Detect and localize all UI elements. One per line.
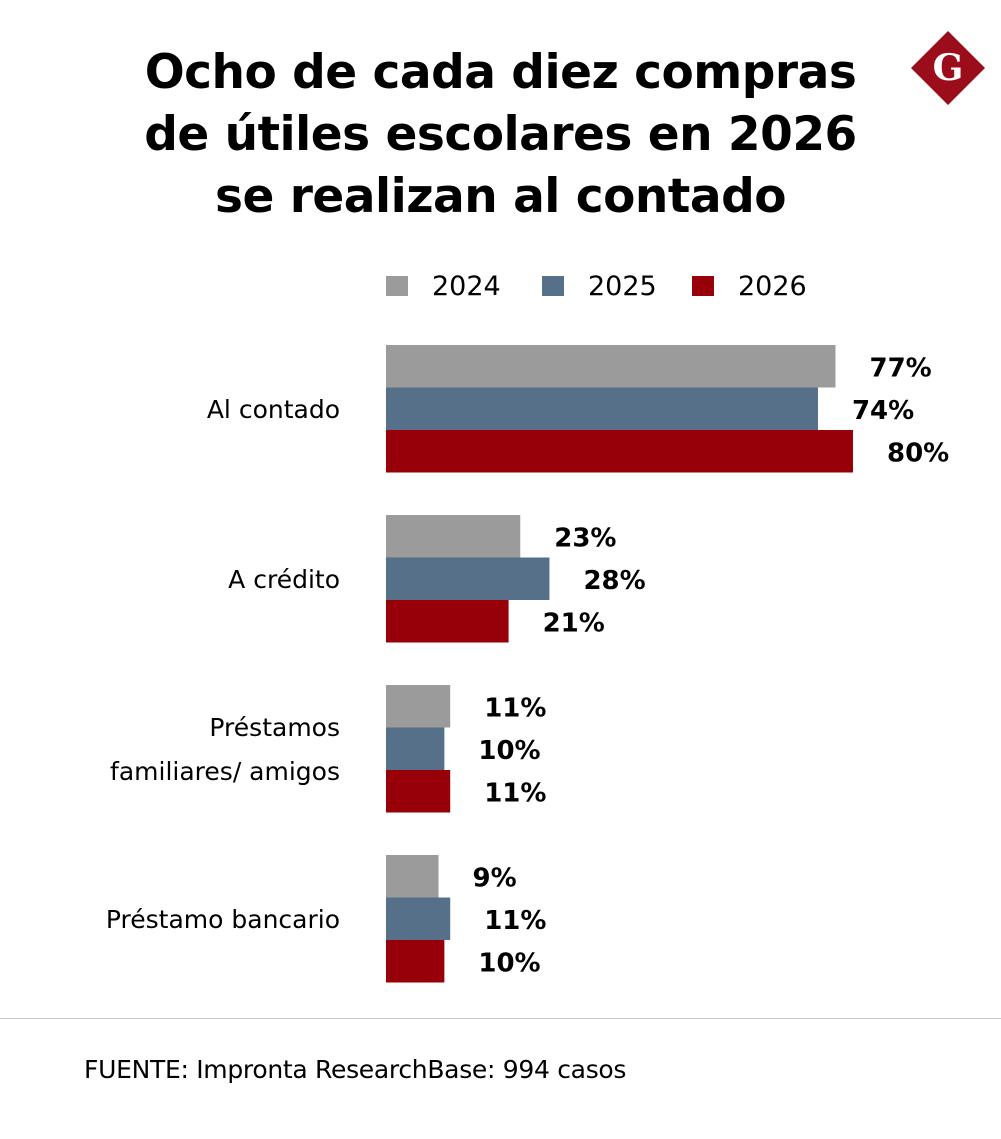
- data-label: 23%: [554, 523, 616, 553]
- title-line-1: Ocho de cada diez compras: [144, 45, 857, 100]
- legend-item-2026: 2026: [692, 268, 807, 304]
- data-label: 74%: [852, 396, 914, 426]
- bar-2024-a-credito: [386, 515, 521, 558]
- category-label: familiares/ amigos: [110, 757, 340, 786]
- bar-2026-a-credito: [386, 600, 509, 643]
- chart-title: Ocho de cada diez compras de útiles esco…: [0, 42, 1001, 228]
- legend-label-2024: 2024: [432, 270, 501, 302]
- legend-item-2024: 2024: [386, 268, 501, 304]
- legend-label-2025: 2025: [588, 270, 657, 302]
- data-label: 80%: [887, 438, 949, 468]
- logo-diamond-shape: [911, 31, 985, 105]
- data-label: 77%: [869, 353, 931, 383]
- bar-group-al-contado: Al contado 77% 74% 80%: [207, 345, 949, 473]
- logo-letter: G: [933, 47, 964, 89]
- data-label: 21%: [543, 608, 605, 638]
- data-label: 10%: [478, 948, 540, 978]
- title-line-3: se realizan al contado: [214, 169, 787, 224]
- bar-2024-prestamo-bancario: [386, 855, 439, 898]
- data-label: 11%: [484, 906, 546, 936]
- category-label: Al contado: [207, 395, 340, 424]
- bar-group-prestamos-familiares-amigos: Préstamos familiares/ amigos 11% 10% 11%: [110, 685, 546, 813]
- g-diamond-logo-icon: G: [911, 31, 985, 105]
- legend-item-2025: 2025: [542, 268, 657, 304]
- source-note: FUENTE: Impronta ResearchBase: 994 casos: [84, 1055, 627, 1084]
- title-line-2: de útiles escolares en 2026: [144, 107, 857, 162]
- footer-divider: [0, 1018, 1001, 1019]
- legend-swatch-2026: [692, 276, 714, 296]
- bar-group-prestamo-bancario: Préstamo bancario 9% 11% 10%: [106, 855, 546, 983]
- bar-2025-al-contado: [386, 387, 818, 430]
- category-label: Préstamo bancario: [106, 905, 340, 934]
- bar-2026-prestamos-familiares-amigos: [386, 770, 451, 813]
- legend-label-2026: 2026: [738, 270, 807, 302]
- bar-2024-al-contado: [386, 345, 836, 388]
- legend-swatch-2025: [542, 276, 564, 296]
- bar-2026-prestamo-bancario: [386, 940, 445, 983]
- bar-2025-a-credito: [386, 557, 550, 600]
- data-label: 9%: [473, 863, 517, 893]
- data-label: 28%: [583, 566, 645, 596]
- bar-2024-prestamos-familiares-amigos: [386, 685, 451, 728]
- legend-swatch-2024: [386, 276, 408, 296]
- data-label: 11%: [484, 693, 546, 723]
- bar-2026-al-contado: [386, 430, 853, 473]
- bar-group-a-credito: A crédito 23% 28% 21%: [228, 515, 646, 643]
- data-label: 11%: [484, 778, 546, 808]
- category-label: Préstamos: [209, 713, 340, 742]
- category-label: A crédito: [228, 565, 340, 594]
- bar-2025-prestamos-familiares-amigos: [386, 727, 445, 770]
- bar-2025-prestamo-bancario: [386, 897, 451, 940]
- data-label: 10%: [478, 736, 540, 766]
- bar-chart: Al contado 77% 74% 80% A crédito 23% 28% 21% Pré…: [106, 345, 949, 983]
